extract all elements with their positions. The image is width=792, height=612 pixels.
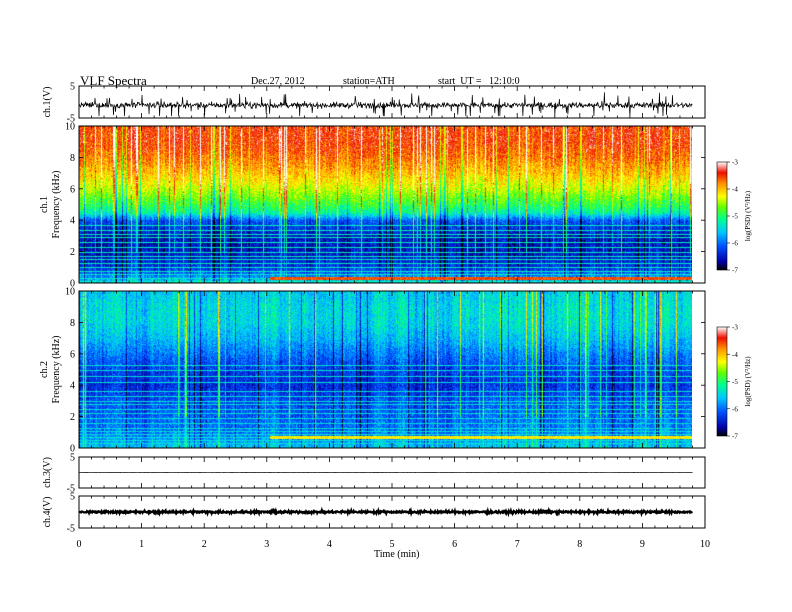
ch1-spectrogram-ytick-label: 10 — [65, 122, 75, 133]
ch1-waveform-ytick-label: 5 — [70, 82, 75, 93]
ch2-spectrogram-ytick-label: 6 — [70, 349, 75, 360]
x-tick-label: 8 — [577, 539, 582, 550]
x-tick-label: 3 — [264, 539, 269, 550]
x-tick-label: 10 — [700, 539, 710, 550]
ch2-spectrogram-colorbar-tick: -4 — [732, 351, 738, 359]
x-tick-label: 6 — [452, 539, 457, 550]
ch1-waveform-trace — [78, 92, 693, 117]
ch2-spectrogram-colorbar-tick: -5 — [732, 378, 738, 386]
x-tick-label: 1 — [139, 539, 144, 550]
x-tick-label: 4 — [327, 539, 332, 550]
ch2-spectrogram-colorbar-label: log(PSD) (V²/Hz) — [744, 356, 752, 407]
ch4-waveform-ylabel: ch.4(V) — [42, 497, 53, 528]
ch2-spectrogram-channel-label: ch.2 — [39, 361, 50, 378]
station-label: station=ATH — [343, 76, 395, 87]
ch2-spectrogram-ytick-label: 8 — [70, 318, 75, 329]
start-time-label: start UT = 12:10:0 — [438, 76, 520, 87]
ch1-spectrogram-colorbar — [716, 161, 728, 271]
ch1-spectrogram-colorbar-tick: -7 — [732, 267, 738, 275]
ch1-waveform-ylabel: ch.1(V) — [42, 87, 53, 118]
ch1-spectrogram-colorbar-tick: -5 — [732, 213, 738, 221]
x-tick-label: 2 — [202, 539, 207, 550]
ch2-spectrogram-ylabel: Frequency (kHz) — [51, 335, 62, 403]
ch1-spectrogram-ytick-label: 6 — [70, 184, 75, 195]
ch1-spectrogram-heatmap — [79, 126, 692, 283]
ch1-spectrogram-colorbar-label: log(PSD) (V²/Hz) — [744, 190, 752, 241]
x-axis-title: Time (min) — [374, 549, 420, 560]
ch1-spectrogram-ytick-label: 8 — [70, 153, 75, 164]
ch2-spectrogram-colorbar-tick: -7 — [732, 433, 738, 441]
ch1-spectrogram-ytick-label: 2 — [70, 247, 75, 258]
ch2-spectrogram-ytick-label: 4 — [70, 381, 75, 392]
ch2-spectrogram-heatmap — [79, 291, 692, 448]
ch4-waveform-ytick-label: 5 — [70, 492, 75, 503]
ch2-spectrogram-ytick-label: 2 — [70, 412, 75, 423]
date-label: Dec.27, 2012 — [251, 76, 305, 87]
ch3-waveform-ylabel: ch.3(V) — [42, 457, 53, 488]
ch2-spectrogram-ytick-label: 0 — [70, 444, 75, 455]
ch1-spectrogram-colorbar-tick: -6 — [732, 240, 738, 248]
ch3-waveform-ytick-label: 5 — [70, 453, 75, 464]
ch1-spectrogram-ytick-label: 4 — [70, 216, 75, 227]
ch1-spectrogram-ytick-label: 0 — [70, 279, 75, 290]
ch2-spectrogram-ytick-label: 10 — [65, 287, 75, 298]
ch2-spectrogram-colorbar — [716, 326, 728, 437]
ch2-spectrogram-colorbar-tick: -6 — [732, 405, 738, 413]
x-tick-label: 5 — [390, 539, 395, 550]
x-tick-label: 9 — [640, 539, 645, 550]
ch3-waveform-ytick-label: -5 — [67, 484, 75, 495]
ch4-waveform-trace — [78, 506, 693, 518]
ch4-waveform-ytick-label: -5 — [67, 524, 75, 535]
x-tick-label: 0 — [77, 539, 82, 550]
ch1-spectrogram-colorbar-tick: -4 — [732, 186, 738, 194]
ch1-spectrogram-colorbar-tick: -3 — [732, 159, 738, 167]
ch1-spectrogram-channel-label: ch.1 — [39, 196, 50, 213]
x-tick-label: 7 — [515, 539, 520, 550]
ch2-spectrogram-colorbar-tick: -3 — [732, 324, 738, 332]
ch1-spectrogram-ylabel: Frequency (kHz) — [51, 170, 62, 238]
ch1-waveform-ytick-label: -5 — [67, 114, 75, 125]
chart-title: VLF Spectra — [80, 73, 147, 88]
